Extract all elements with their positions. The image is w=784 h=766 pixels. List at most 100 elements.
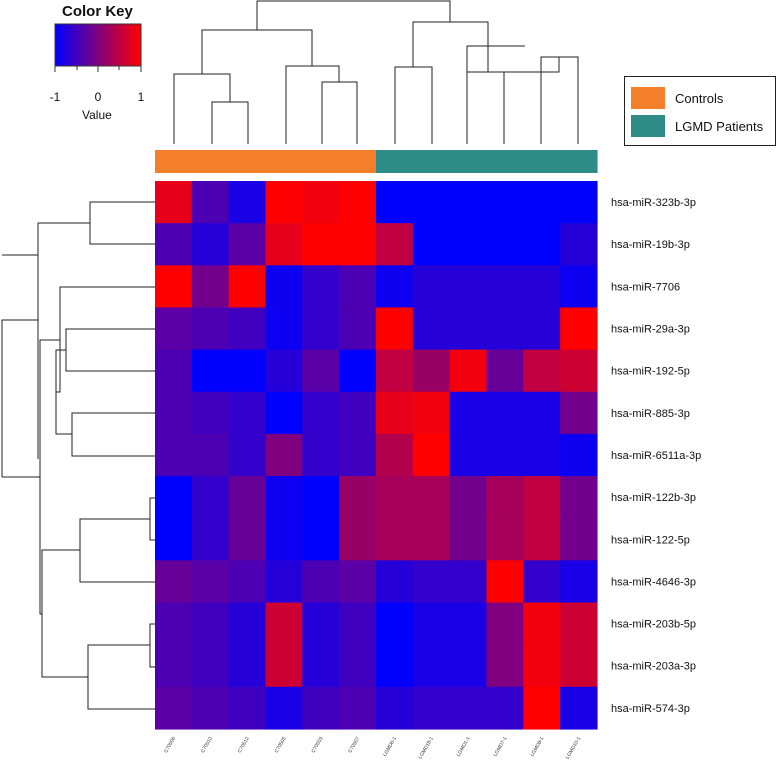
heatmap-cell	[523, 476, 561, 519]
heatmap-cell	[265, 644, 303, 688]
heatmap-cell	[560, 307, 598, 351]
heatmap-cell	[449, 560, 488, 604]
legend-item-controls: Controls	[631, 87, 723, 109]
heatmap-cell	[339, 560, 377, 604]
heatmap-cell	[412, 307, 451, 351]
legend-swatch-controls	[631, 87, 665, 109]
group-bar-cell	[560, 150, 598, 173]
heatmap-cell	[155, 686, 193, 730]
column-label: LGMD10-1	[565, 736, 583, 760]
heatmap-cell	[375, 433, 414, 477]
heatmap-cell	[228, 223, 267, 266]
column-dendrogram-link	[412, 21, 489, 67]
heatmap-cell	[339, 349, 377, 393]
legend-item-lgmd: LGMD Patients	[631, 115, 763, 137]
heatmap-cell	[265, 349, 303, 393]
heatmap-cell	[560, 223, 598, 266]
heatmap-cell	[302, 349, 340, 393]
heatmap-cell	[523, 518, 561, 561]
heatmap-cell	[486, 307, 524, 351]
heatmap-cell	[412, 560, 451, 604]
heatmap-cell	[228, 644, 267, 688]
heatmap-cell	[191, 307, 230, 351]
row-dendrogram-link	[65, 328, 155, 372]
heatmap-cell	[155, 560, 193, 604]
legend-swatch-lgmd	[631, 115, 665, 137]
heatmap-cell	[302, 560, 340, 604]
heatmap-cell	[302, 518, 340, 561]
heatmap-cell	[486, 349, 524, 393]
row-label: hsa-miR-574-3p	[611, 703, 690, 715]
heatmap-cell	[449, 181, 488, 224]
column-labels: C70506 C70510 C70512 C70505 C70503 C70507 LGMD…	[163, 736, 582, 760]
heatmap-cell	[265, 560, 303, 604]
column-dendrogram	[173, 0, 579, 144]
heatmap-cell	[375, 265, 414, 309]
heatmap-cell	[191, 433, 230, 477]
heatmap-cell	[155, 518, 193, 561]
heatmap-cell	[560, 686, 598, 730]
heatmap-cell	[339, 181, 377, 224]
heatmap-cell	[523, 307, 561, 351]
group-bar-cell	[486, 150, 524, 173]
color-key-tick-label-mid: 0	[95, 90, 102, 104]
heatmap-cell	[412, 391, 451, 435]
row-label: hsa-miR-122b-3p	[611, 492, 696, 504]
heatmap-cell	[302, 391, 340, 435]
row-label: hsa-miR-7706	[611, 281, 680, 293]
column-label: LGMD8-1	[529, 736, 545, 758]
heatmap-cell	[412, 602, 451, 646]
heatmap-cell	[302, 644, 340, 688]
row-label: hsa-miR-203a-3p	[611, 661, 696, 673]
group-bar-cell	[523, 150, 561, 173]
heatmap-cell	[191, 644, 230, 688]
color-key-gradient	[54, 23, 142, 67]
group-bar-cell	[339, 150, 377, 173]
heatmap-cell	[339, 307, 377, 351]
heatmap-cell	[228, 476, 267, 519]
heatmap-cell	[449, 349, 488, 393]
column-dendrogram-link	[173, 73, 231, 144]
heatmap-cell	[302, 223, 340, 266]
heatmap-cell	[339, 476, 377, 519]
heatmap-cell	[486, 476, 524, 519]
heatmap-cell	[191, 518, 230, 561]
heatmap-cell	[486, 433, 524, 477]
heatmap-cell	[265, 265, 303, 309]
column-label: LGMD7-1	[493, 736, 509, 758]
heatmap-cell	[155, 476, 193, 519]
column-label: C70503	[311, 736, 325, 754]
heatmap-cell	[155, 433, 193, 477]
column-dendrogram-link	[256, 0, 451, 30]
heatmap-cell	[339, 223, 377, 266]
column-label: LGMD18-1	[418, 736, 436, 760]
heatmap-cell	[449, 602, 488, 646]
column-dendrogram-link	[211, 101, 249, 144]
heatmap-cell	[560, 265, 598, 309]
heatmap-cell	[412, 476, 451, 519]
heatmap-cell	[265, 518, 303, 561]
heatmap-cell	[191, 391, 230, 435]
heatmap-cell	[191, 686, 230, 730]
heatmap-cell	[265, 476, 303, 519]
heatmap-cell	[265, 391, 303, 435]
heatmap-cell	[228, 307, 267, 351]
heatmap-cell	[560, 560, 598, 604]
heatmap-cell	[228, 560, 267, 604]
heatmap-cell	[449, 476, 488, 519]
heatmap-cell	[523, 433, 561, 477]
heatmap-cell	[302, 181, 340, 224]
heatmap-cell	[523, 602, 561, 646]
column-dendrogram-link	[394, 66, 433, 144]
heatmap-cell	[523, 223, 561, 266]
heatmap-cell	[486, 518, 524, 561]
heatmap-cell	[523, 644, 561, 688]
column-label: C70505	[274, 736, 288, 754]
row-label: hsa-miR-323b-3p	[611, 197, 696, 209]
heatmap-cell	[412, 644, 451, 688]
heatmap-cell	[412, 223, 451, 266]
group-bar-cell	[228, 150, 267, 173]
row-label: hsa-miR-192-5p	[611, 366, 690, 378]
heatmap-cell	[191, 265, 230, 309]
heatmap-cell	[560, 181, 598, 224]
